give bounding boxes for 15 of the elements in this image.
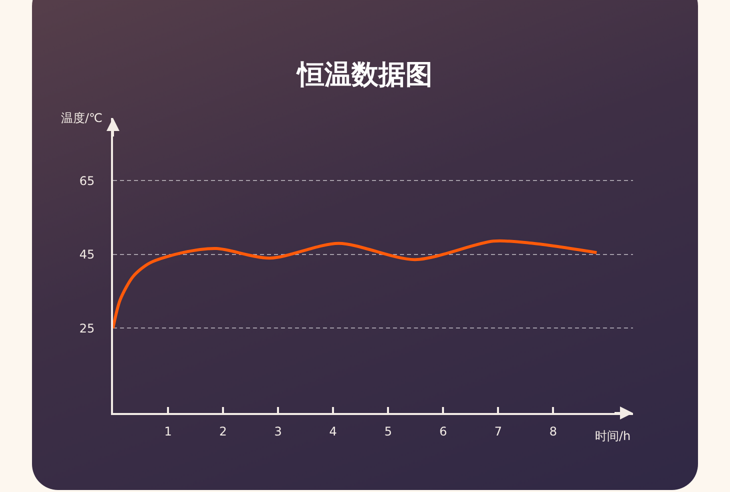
x-tick-label: 3 — [274, 424, 282, 438]
chart-title: 恒温数据图 — [296, 59, 432, 90]
x-tick-label: 2 — [219, 424, 227, 438]
x-tick-label: 6 — [439, 424, 447, 438]
y-axis-title: 温度/℃ — [61, 111, 103, 125]
y-tick-label: 45 — [79, 248, 95, 262]
x-tick-label: 4 — [329, 424, 337, 438]
x-tick-label: 8 — [549, 424, 558, 438]
x-tick-label: 1 — [164, 424, 172, 438]
x-tick-label: 5 — [384, 424, 392, 438]
x-tick-label: 7 — [494, 424, 502, 438]
line-series — [113, 239, 598, 330]
y-tick-label: 65 — [79, 174, 95, 188]
x-axis-title: 时间/h — [595, 429, 631, 443]
y-tick-label: 25 — [79, 321, 95, 336]
